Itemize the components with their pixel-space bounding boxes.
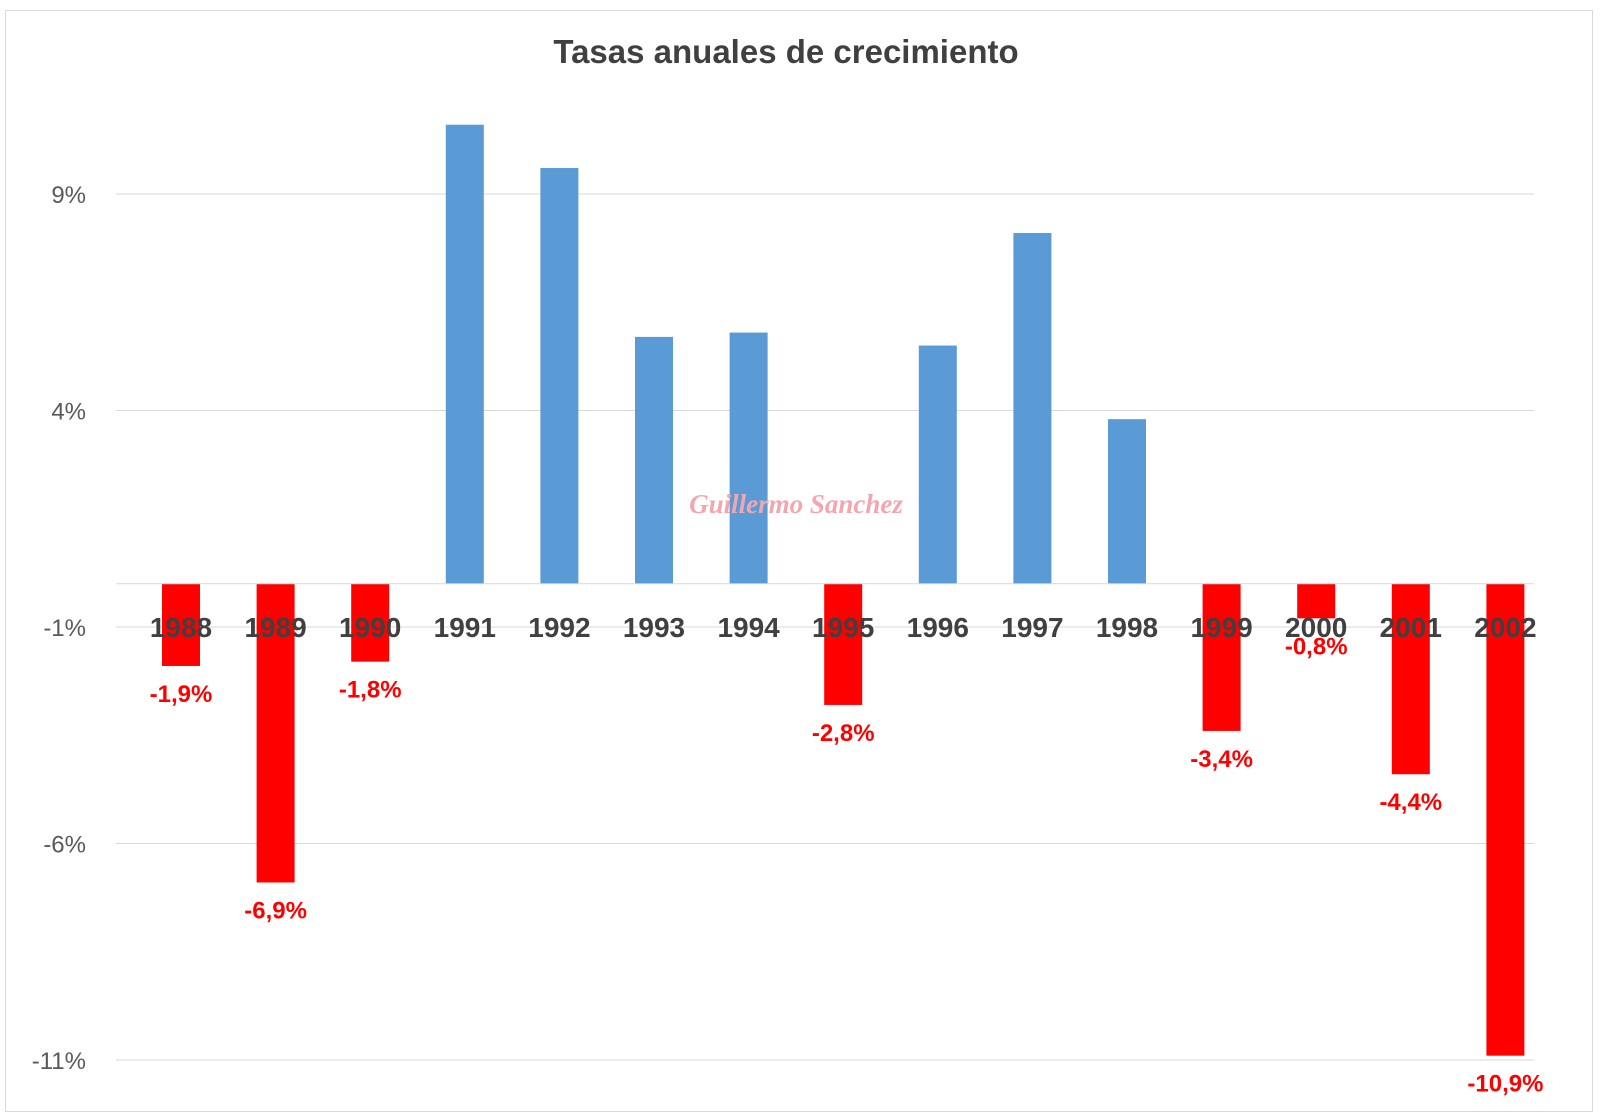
bar-1993 — [635, 336, 673, 584]
x-tick-label: 1989 — [244, 612, 306, 643]
data-label-2001: -4,4% — [1379, 789, 1442, 816]
x-tick-label: 1988 — [150, 612, 212, 643]
x-tick-label: 1996 — [907, 612, 969, 643]
x-tick-label: 1995 — [812, 612, 874, 643]
bar-1997 — [1013, 232, 1052, 584]
bar-1995 — [824, 583, 863, 705]
bars — [162, 124, 1525, 1056]
y-tick-label: -1% — [43, 615, 86, 642]
x-tick-label: 2000 — [1285, 612, 1347, 643]
x-tick-label: 1994 — [717, 612, 780, 643]
bar-1994 — [729, 332, 768, 584]
x-tick-label: 1992 — [528, 612, 590, 643]
data-labels: -1,9% -6,9% -1,8% -2,8% -3,4% -0,8% -4,4% -10,9… — [150, 633, 1544, 1097]
data-label-1995: -2,8% — [812, 720, 875, 747]
data-label-1999: -3,4% — [1190, 746, 1253, 773]
bar-1992 — [540, 168, 579, 584]
y-tick-label: -11% — [32, 1048, 86, 1075]
bar-2001 — [1391, 583, 1430, 775]
x-tick-label: 1998 — [1096, 612, 1158, 643]
x-tick-label: 1991 — [434, 612, 496, 643]
data-label-1989: -6,9% — [244, 897, 307, 924]
x-axis-ticks: 1988 1989 1990 1991 1992 1993 1994 1995 1996 1997… — [150, 612, 1537, 643]
data-label-2000: -0,8% — [1285, 633, 1348, 660]
watermark-text: Guillermo Sanchez — [689, 489, 903, 519]
y-tick-label: -6% — [43, 832, 86, 859]
bar-1988 — [162, 583, 200, 666]
data-label-1990: -1,8% — [339, 677, 402, 704]
x-tick-label: 1997 — [1001, 612, 1063, 643]
bar-1996 — [918, 345, 957, 584]
chart-container: Tasas anuales de crecimiento 9% 4% -1% -6% -… — [5, 10, 1593, 1112]
bar-1990 — [351, 583, 390, 662]
bar-1999 — [1202, 583, 1241, 731]
x-tick-label: 2001 — [1380, 612, 1442, 643]
x-tick-label: 1999 — [1190, 612, 1252, 643]
x-tick-label: 1993 — [623, 612, 685, 643]
data-label-2002: -10,9% — [1467, 1071, 1543, 1098]
chart-title: Tasas anuales de crecimiento — [553, 33, 1018, 70]
x-tick-label: 1990 — [339, 612, 401, 643]
data-label-1988: -1,9% — [150, 681, 213, 708]
bar-1991 — [445, 124, 484, 584]
bar-chart: Tasas anuales de crecimiento 9% 4% -1% -6% -… — [32, 33, 1544, 1098]
x-tick-label: 2002 — [1474, 612, 1536, 643]
bar-1998 — [1108, 419, 1146, 584]
y-axis-ticks: 9% 4% -1% -6% -11% — [32, 182, 86, 1075]
y-tick-label: 9% — [51, 182, 86, 209]
bar-2002 — [1486, 583, 1525, 1056]
bar-1989 — [256, 583, 295, 883]
y-tick-label: 4% — [51, 399, 86, 426]
bar-2000 — [1297, 583, 1336, 619]
